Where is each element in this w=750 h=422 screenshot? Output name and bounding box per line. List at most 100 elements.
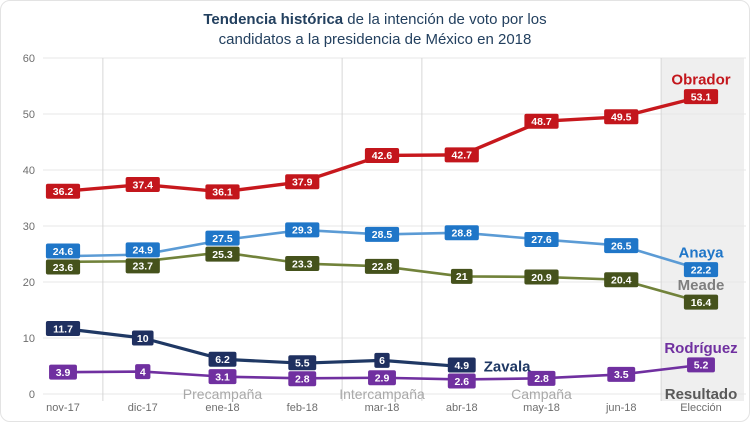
data-label-box [604, 238, 639, 254]
data-label-box [683, 89, 719, 105]
election-shaded-region [661, 58, 744, 401]
data-label-box [368, 370, 396, 386]
data-label-value: 23.7 [133, 261, 154, 273]
data-label-value: 42.6 [372, 150, 393, 162]
data-label-value: 11.7 [53, 323, 73, 335]
data-label-box [288, 355, 317, 371]
phase-label: Precampaña [183, 386, 263, 402]
y-axis-tick-label: 50 [23, 109, 35, 121]
phase-label: Intercampaña [339, 386, 425, 402]
data-label-value: 53.1 [691, 91, 712, 103]
data-label-box [49, 364, 77, 380]
data-label-value: 27.6 [531, 234, 552, 246]
data-label-box [683, 262, 719, 278]
data-label-value: 24.6 [53, 246, 74, 258]
data-label-value: 36.2 [53, 186, 74, 198]
data-label-value: 5.5 [295, 358, 310, 370]
data-label-box [205, 230, 240, 246]
x-axis-tick-label: abr-18 [446, 402, 478, 414]
data-label-box [604, 109, 639, 125]
data-label-value: 37.9 [292, 177, 313, 189]
data-label-value: 3.9 [56, 367, 71, 379]
data-label-box [208, 369, 237, 385]
x-axis-tick-label: Elección [680, 402, 722, 414]
data-label-box [687, 357, 715, 373]
data-label-value: 3.1 [215, 371, 230, 383]
chart-title-line2: candidatos a la presidencia de México en… [218, 31, 532, 48]
chart-title: Tendencia histórica de la intención de v… [1, 10, 749, 50]
data-label-value: 22.2 [691, 264, 712, 276]
data-label-box [285, 174, 320, 190]
data-label-value: 25.3 [212, 249, 233, 261]
phase-label: Campaña [511, 386, 572, 402]
data-label-box [125, 258, 160, 274]
x-axis-tick-label: may-18 [523, 402, 560, 414]
data-label-box [288, 371, 317, 387]
data-label-box [683, 294, 719, 310]
data-label-value: 6.2 [215, 354, 230, 366]
data-label-value: 49.5 [611, 112, 632, 124]
data-label-value: 4 [140, 366, 146, 378]
data-label-value: 28.8 [452, 228, 473, 240]
data-label-value: 37.4 [133, 179, 154, 191]
data-label-box [524, 269, 559, 285]
data-label-value: 23.6 [53, 262, 74, 274]
chart-title-line1: Tendencia histórica de la intención de v… [1, 10, 749, 30]
data-label-box [364, 147, 400, 163]
series-name-label-anaya: Anaya [678, 245, 724, 262]
data-label-box [450, 268, 473, 284]
data-label-box [208, 351, 237, 367]
chart-title-bold: Tendencia histórica [203, 11, 344, 28]
data-label-value: 21 [456, 271, 468, 283]
y-axis-tick-label: 10 [23, 333, 35, 345]
data-label-box [604, 272, 639, 288]
data-label-value: 36.1 [212, 187, 233, 199]
y-axis-tick-label: 30 [23, 221, 35, 233]
data-label-value: 20.4 [611, 275, 632, 287]
data-label-box [45, 320, 81, 336]
y-axis-tick-label: 40 [23, 165, 35, 177]
data-label-box [364, 226, 400, 242]
x-axis-tick-label: jun-18 [605, 402, 637, 414]
data-label-value: 20.9 [531, 272, 552, 284]
series-line-zavala [62, 326, 462, 369]
data-label-value: 29.3 [292, 225, 313, 237]
data-label-box [125, 242, 160, 258]
data-label-value: 27.5 [212, 233, 233, 245]
data-label-value: 4.9 [454, 360, 469, 372]
data-label-value: 10 [137, 333, 149, 345]
data-label-value: 23.3 [292, 258, 313, 270]
data-label-box [444, 147, 479, 163]
data-label-box [45, 259, 81, 275]
data-label-value: 22.8 [372, 261, 393, 273]
series-name-label-meade: Meade [678, 277, 725, 294]
data-label-box [444, 225, 479, 241]
data-label-box [364, 258, 400, 274]
data-label-box [524, 113, 559, 129]
phase-label: Resultado [665, 386, 738, 403]
data-label-value: 2.8 [295, 374, 310, 386]
chart-title-rest: de la intención de voto por los [343, 11, 547, 28]
data-label-box [447, 373, 476, 389]
data-label-box [45, 243, 81, 259]
data-label-value: 26.5 [611, 240, 632, 252]
x-axis-tick-label: feb-18 [287, 402, 318, 414]
data-label-value: 5.2 [694, 360, 709, 372]
data-label-value: 42.7 [452, 150, 473, 162]
data-label-box [607, 366, 636, 382]
data-label-box [285, 222, 320, 238]
data-label-box [205, 246, 240, 262]
series-name-label-zavala: Zavala [484, 359, 531, 376]
data-label-box [447, 357, 476, 373]
data-label-box [125, 177, 160, 193]
y-axis-tick-label: 60 [23, 53, 35, 65]
data-label-value: 6 [379, 355, 385, 367]
data-label-box [524, 231, 559, 247]
data-label-value: 16.4 [691, 297, 712, 309]
data-label-value: 3.5 [614, 369, 629, 381]
x-axis-tick-label: ene-18 [205, 402, 239, 414]
series-name-label-obrador: Obrador [671, 72, 730, 89]
data-label-value: 24.9 [133, 245, 154, 257]
